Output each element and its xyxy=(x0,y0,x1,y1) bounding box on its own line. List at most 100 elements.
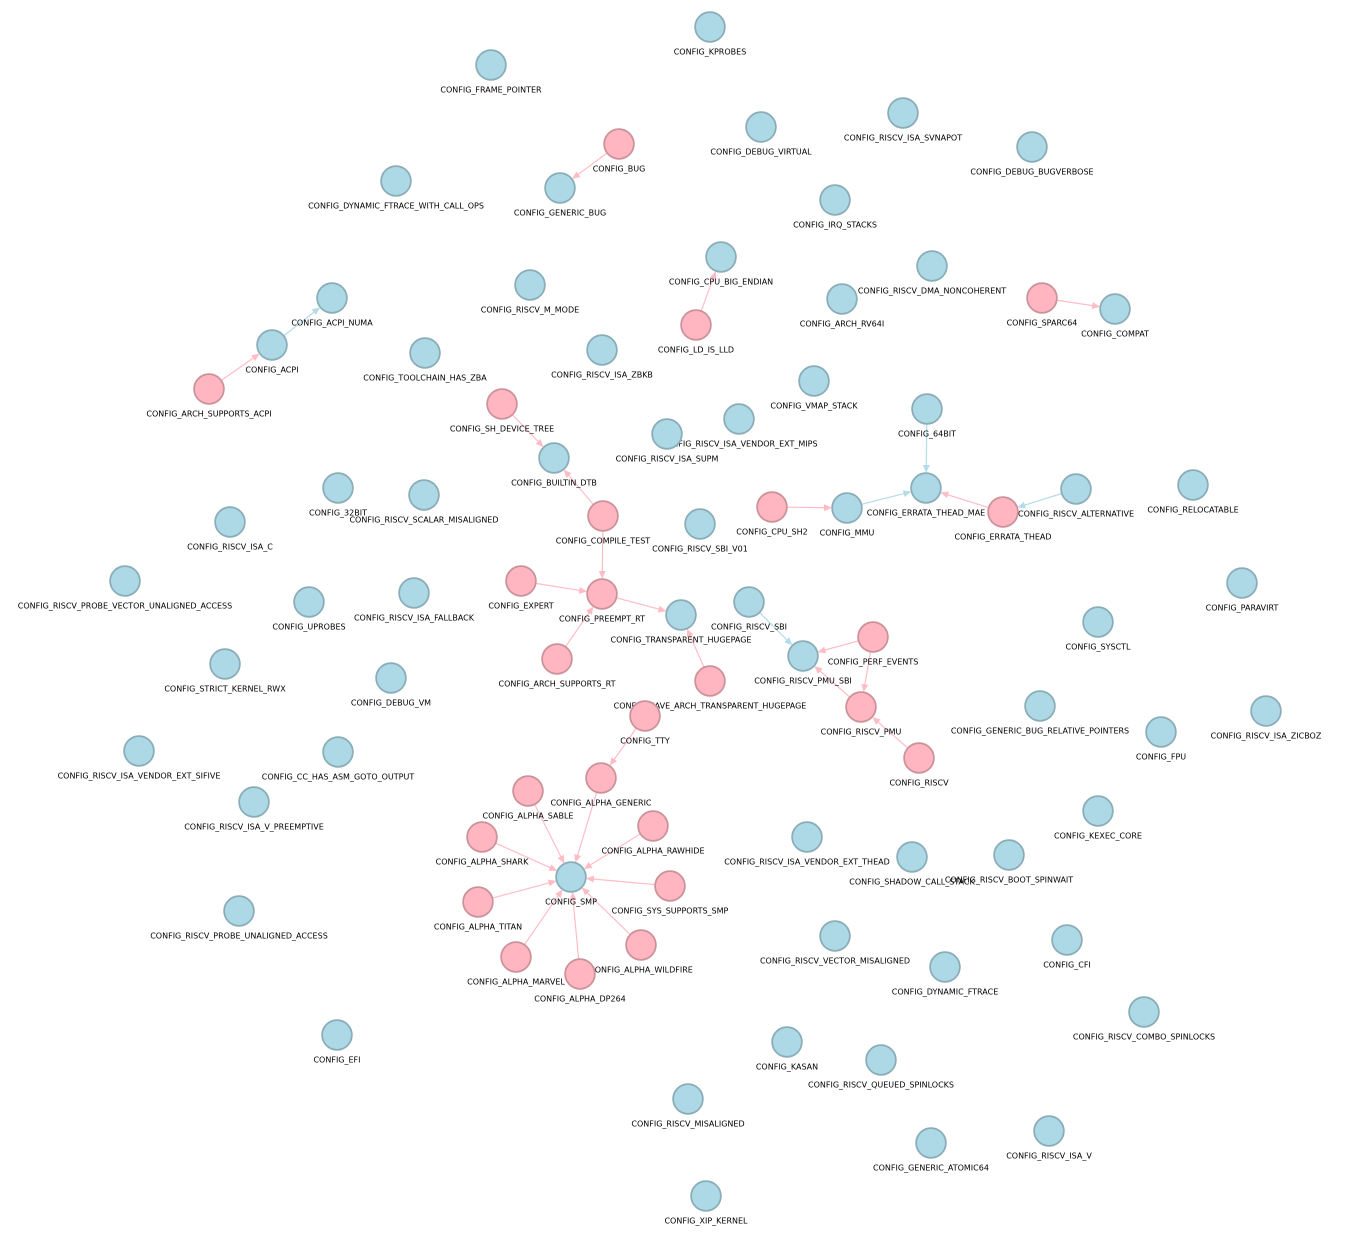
node-label: CONFIG_RISCV_ISA_SVNAPOT xyxy=(844,134,962,143)
edge-arrowhead xyxy=(251,353,260,362)
node-fill xyxy=(898,843,926,871)
edge-arrowhead xyxy=(535,439,544,448)
node-fill xyxy=(543,645,571,673)
node: CONFIG_ERRATA_THEAD xyxy=(954,496,1052,542)
node: CONFIG_RISCV_ISA_FALLBACK xyxy=(354,577,475,623)
node-label: CONFIG_ACPI xyxy=(245,366,298,375)
node-label: CONFIG_RISCV_PMU xyxy=(821,728,902,737)
edge-line xyxy=(863,651,872,687)
node-label: CONFIG_ALPHA_WILDFIRE xyxy=(589,966,693,975)
node: CONFIG_ALPHA_WILDFIRE xyxy=(589,929,693,975)
node-label: CONFIG_RISCV_QUEUED_SPINLOCKS xyxy=(808,1081,954,1090)
node-label: CONFIG_SPARC64 xyxy=(1007,319,1078,328)
edge-line xyxy=(220,356,256,381)
edge-arrowhead xyxy=(1091,302,1101,310)
node-label: CONFIG_IRQ_STACKS xyxy=(793,221,877,230)
node-label: CONFIG_RISCV_M_MODE xyxy=(481,306,579,315)
edge-line xyxy=(616,597,661,611)
node-fill xyxy=(1179,471,1207,499)
node-fill xyxy=(828,285,856,313)
edge xyxy=(563,469,594,505)
node: CONFIG_SYSCTL xyxy=(1066,606,1132,652)
edge xyxy=(535,582,588,594)
edge-line xyxy=(759,612,789,642)
node: CONFIG_RISCV xyxy=(889,742,949,788)
node: CONFIG_ALPHA_SHARK xyxy=(436,821,529,867)
node-fill xyxy=(587,764,615,792)
edge-arrowhead xyxy=(569,891,577,901)
edge xyxy=(861,490,912,505)
edge-line xyxy=(524,893,560,945)
edge-line xyxy=(283,310,316,337)
node-label: CONFIG_SMP xyxy=(545,898,597,907)
node-fill xyxy=(889,99,917,127)
node: CONFIG_RISCV_MISALIGNED xyxy=(631,1083,745,1129)
edge xyxy=(814,665,851,698)
node-fill xyxy=(514,777,542,805)
node-fill xyxy=(1035,1117,1063,1145)
node-label: CONFIG_RISCV_ISA_V_PREEMPTIVE xyxy=(184,823,324,832)
node-label: CONFIG_RISCV_ALTERNATIVE xyxy=(1018,510,1134,519)
edge-arrowhead xyxy=(583,861,593,870)
edge xyxy=(598,530,606,580)
node: CONFIG_GENERIC_BUG xyxy=(514,172,606,218)
edge xyxy=(572,152,608,180)
edge xyxy=(759,612,793,646)
node-label: CONFIG_FRAME_POINTER xyxy=(440,86,542,95)
node-fill xyxy=(377,664,405,692)
node-label: CONFIG_CC_HAS_ASM_GOTO_OUTPUT xyxy=(262,773,415,782)
node-label: CONFIG_32BIT xyxy=(309,509,367,518)
node: CONFIG_UPROBES xyxy=(272,586,346,632)
edge xyxy=(565,606,594,648)
edge-arrowhead xyxy=(709,271,717,280)
node: CONFIG_RISCV_ISA_VENDOR_EXT_SIFIVE xyxy=(58,735,220,781)
node-fill xyxy=(546,174,574,202)
node-fill xyxy=(540,444,568,472)
node-label: CONFIG_GENERIC_BUG_RELATIVE_POINTERS xyxy=(951,727,1129,736)
node-label: CONFIG_64BIT xyxy=(898,430,956,439)
node-fill xyxy=(653,420,681,448)
node-label: CONFIG_RISCV xyxy=(889,779,949,788)
edge-arrowhead xyxy=(1017,501,1026,509)
node-fill xyxy=(1062,475,1090,503)
edge-line xyxy=(818,669,851,698)
node-label: CONFIG_ALPHA_SHARK xyxy=(436,858,529,867)
edge-arrowhead xyxy=(598,570,606,580)
node: CONFIG_DYNAMIC_FTRACE xyxy=(892,951,998,997)
edge-arrowhead xyxy=(817,646,827,654)
node-label: CONFIG_FPU xyxy=(1136,753,1186,762)
node: CONFIG_RISCV_ISA_C xyxy=(187,506,273,552)
edge-arrowhead xyxy=(657,605,667,613)
node-fill xyxy=(847,693,875,721)
node: CONFIG_RISCV_SCALAR_MISALIGNED xyxy=(349,479,499,525)
node-label: CONFIG_LD_IS_LLD xyxy=(658,346,734,355)
edge xyxy=(922,423,930,474)
node-label: CONFIG_ALPHA_DP264 xyxy=(534,995,626,1004)
node-fill xyxy=(410,481,438,509)
edge-line xyxy=(823,640,859,652)
node-label: CONFIG_RISCV_ISA_V xyxy=(1006,1152,1092,1161)
edge-arrowhead xyxy=(861,683,869,693)
node: CONFIG_SYS_SUPPORTS_SMP xyxy=(612,870,729,916)
node-label: CONFIG_UPROBES xyxy=(272,623,345,632)
node-fill xyxy=(125,737,153,765)
node-fill xyxy=(627,931,655,959)
node-fill xyxy=(674,1085,702,1113)
node: CONFIG_VMAP_STACK xyxy=(770,365,858,411)
node: CONFIG_COMPILE_TEST xyxy=(556,500,650,546)
node-fill xyxy=(747,113,775,141)
edge-arrowhead xyxy=(586,606,594,615)
node-fill xyxy=(566,960,594,988)
edge-arrowhead xyxy=(814,665,823,674)
edge-arrowhead xyxy=(872,716,881,725)
node: CONFIG_HAVE_ARCH_TRANSPARENT_HUGEPAGE xyxy=(614,665,806,711)
node-label: CONFIG_RISCV_SCALAR_MISALIGNED xyxy=(349,516,498,525)
node-fill xyxy=(821,186,849,214)
node: CONFIG_RISCV_ISA_SUPM xyxy=(616,418,718,464)
edge xyxy=(581,887,631,935)
node-label: CONFIG_SYSCTL xyxy=(1066,643,1132,652)
node-fill xyxy=(1147,718,1175,746)
node-fill xyxy=(588,580,616,608)
node: CONFIG_RISCV_ISA_V_PREEMPTIVE xyxy=(184,786,324,832)
edge xyxy=(283,307,321,337)
